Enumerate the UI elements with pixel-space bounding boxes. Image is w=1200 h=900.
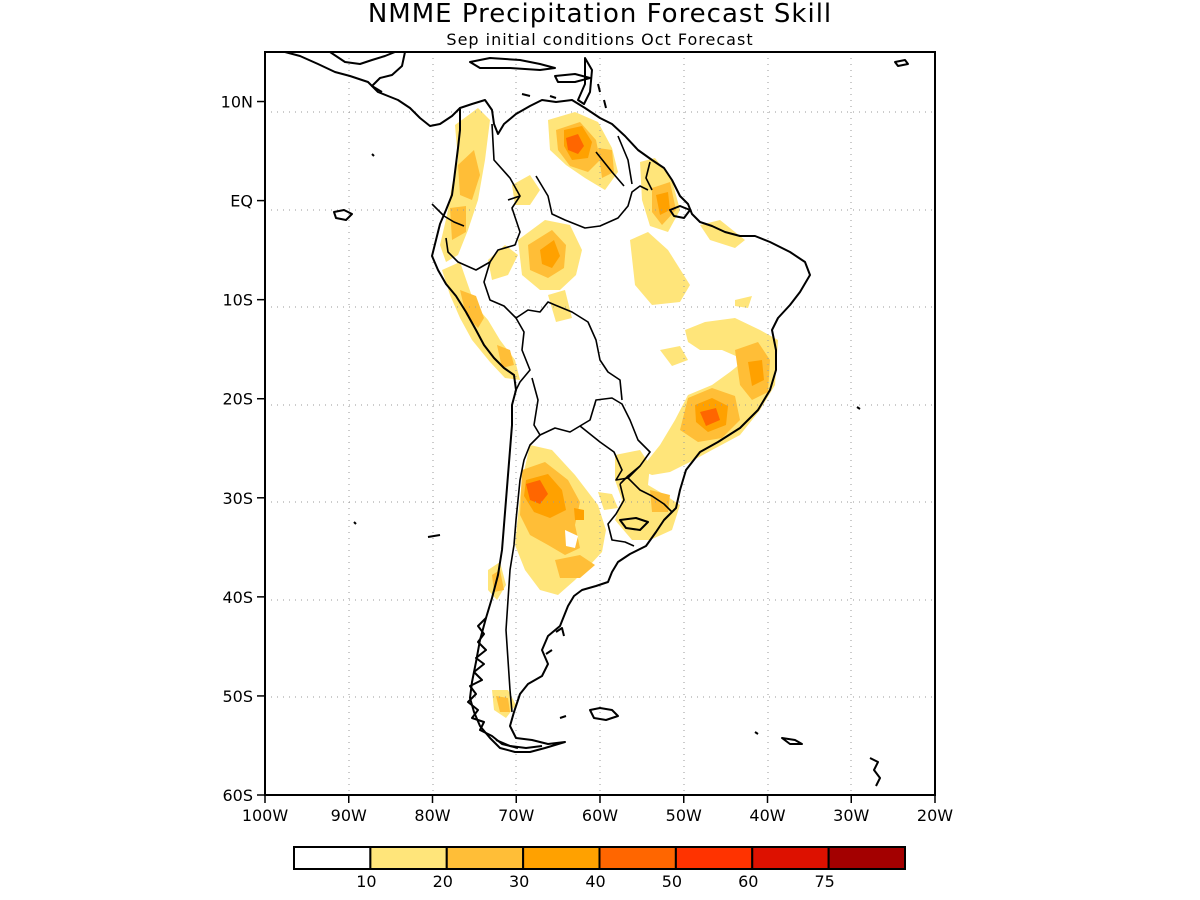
colorbar-swatch [827,846,906,870]
colorbar-label: 30 [509,872,529,891]
lon-tick-label: 50W [666,806,702,825]
lat-tick-label: EQ [230,192,253,211]
skill-shading [440,108,778,718]
lat-tick-label: 30S [222,489,253,508]
lat-tick-label: 60S [222,786,253,805]
colorbar-swatch [369,846,448,870]
lon-tick-label: 60W [582,806,618,825]
lon-tick-label: 70W [498,806,534,825]
lat-tick-label: 40S [222,588,253,607]
lon-tick-label: 100W [242,806,289,825]
colorbar-swatch [674,846,754,870]
lat-tick-label: 10S [222,291,253,310]
colorbar-label: 75 [814,872,834,891]
lon-tick-label: 40W [749,806,785,825]
colorbar-label: 20 [433,872,453,891]
colorbar-swatch [293,846,372,870]
lon-tick-label: 80W [414,806,450,825]
colorbar-swatch [751,846,830,870]
colorbar-label: 40 [585,872,605,891]
lat-tick-label: 20S [222,390,253,409]
latitude-axis: 10N EQ 10S 20S 30S 40S 50S 60S [221,93,265,805]
map-subtitle: Sep initial conditions Oct Forecast [446,30,753,49]
colorbar-swatch [445,846,525,870]
colorbar-legend: 10 20 30 40 50 60 75 [293,846,906,891]
map-title: NMME Precipitation Forecast Skill [368,0,832,29]
lon-tick-label: 90W [331,806,367,825]
colorbar-label: 50 [662,872,682,891]
colorbar-swatch [522,846,601,870]
colorbar-label: 60 [738,872,758,891]
colorbar-swatch [598,846,677,870]
lon-tick-label: 30W [833,806,869,825]
lat-tick-label: 10N [221,93,253,112]
graticule [265,52,935,795]
coastline [284,52,909,787]
map-area [265,52,935,795]
colorbar-label: 10 [356,872,376,891]
longitude-axis: 100W 90W 80W 70W 60W 50W 40W 30W 20W [242,795,953,825]
lon-tick-label: 20W [917,806,953,825]
lat-tick-label: 50S [222,687,253,706]
